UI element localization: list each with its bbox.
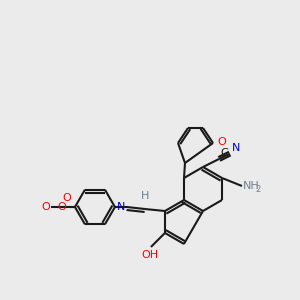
Text: C: C — [220, 148, 228, 158]
Text: OH: OH — [141, 250, 158, 260]
Text: N: N — [232, 142, 240, 153]
Text: O: O — [63, 193, 71, 203]
Text: O: O — [217, 137, 226, 147]
Text: O: O — [57, 202, 66, 212]
Text: NH: NH — [243, 181, 260, 191]
Text: O: O — [41, 202, 50, 212]
Text: 2: 2 — [255, 184, 260, 194]
Text: N: N — [117, 202, 125, 212]
Text: H: H — [141, 191, 149, 201]
